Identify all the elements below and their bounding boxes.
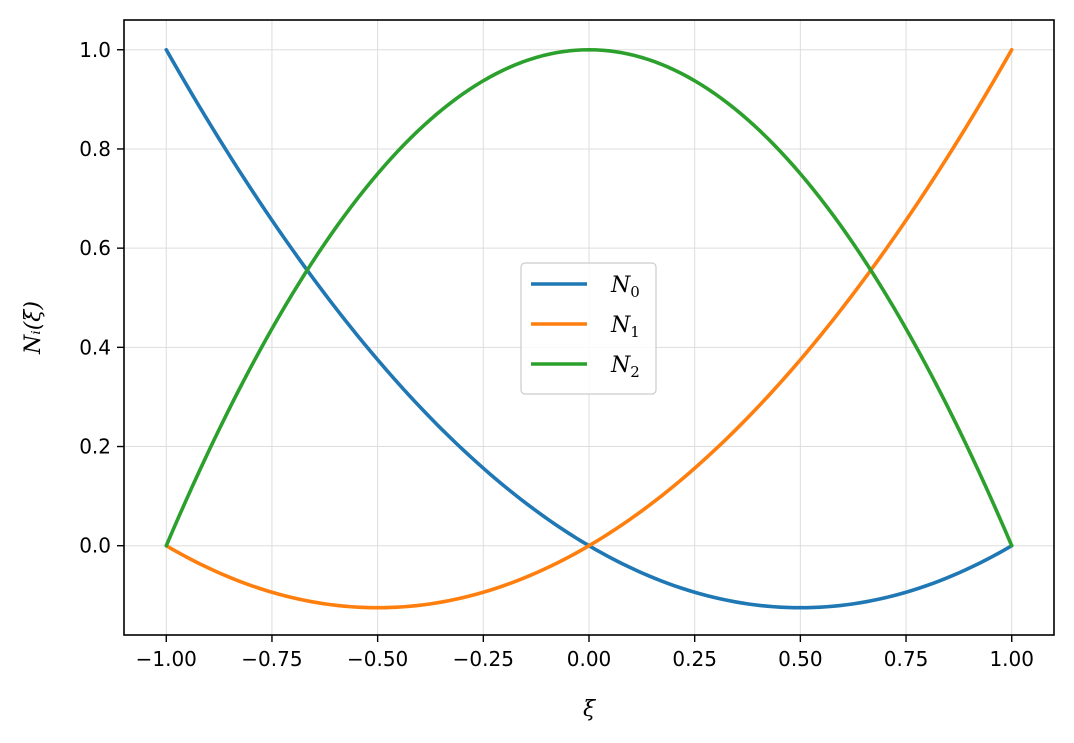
legend: N0 N1 N2 [520, 262, 657, 395]
x-tick-label: −0.75 [241, 647, 302, 671]
y-tick-label: 0.6 [79, 236, 111, 260]
x-tick-label: 0.25 [672, 647, 717, 671]
legend-label-n1: N1 [610, 313, 640, 341]
x-tick-label: −1.00 [136, 647, 197, 671]
legend-label-n0: N0 [610, 273, 640, 301]
y-tick-label: 0.0 [79, 534, 111, 558]
legend-label-n2: N2 [610, 353, 640, 381]
x-tick-label: −0.25 [453, 647, 514, 671]
x-tick-label: 0.50 [778, 647, 823, 671]
x-tick-label: 1.00 [989, 647, 1034, 671]
x-tick-label: 0.75 [884, 647, 929, 671]
series-line-n2 [164, 47, 1014, 548]
y-tick-label: 1.0 [79, 38, 111, 62]
x-axis: −1.00 −0.75 −0.50 −0.25 0.00 0.25 0.50 0.75 1.00 [136, 635, 1034, 671]
x-tick-label: 0.00 [567, 647, 612, 671]
y-tick-label: 0.4 [79, 335, 111, 359]
y-axis-label: Nᵢ(ξ) [21, 301, 46, 355]
series-layer [164, 47, 1014, 610]
legend-box [520, 262, 657, 395]
y-tick-label: 0.2 [79, 435, 111, 459]
y-tick-label: 0.8 [79, 137, 111, 161]
x-tick-label: −0.50 [347, 647, 408, 671]
y-axis: 0.0 0.2 0.4 0.6 0.8 1.0 [79, 38, 124, 558]
x-axis-label: ξ [583, 697, 597, 722]
